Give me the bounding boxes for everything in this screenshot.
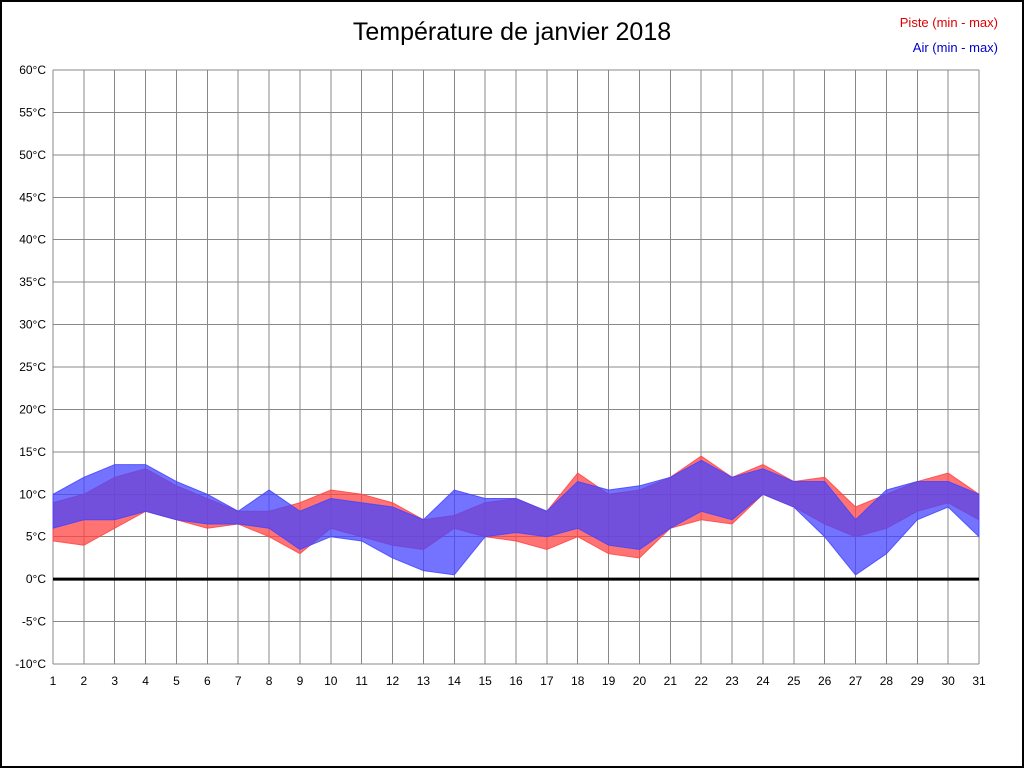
svg-text:29: 29 [911,674,925,688]
svg-text:50°C: 50°C [19,148,46,162]
x-axis-labels: 1 2 3 4 5 6 7 8 9 10 11 12 13 14 15 16 17 18 19 20 21 22 23 24 2… [50,674,986,688]
svg-text:28: 28 [880,674,894,688]
svg-text:16: 16 [509,674,523,688]
svg-text:26: 26 [818,674,832,688]
grid-lines [52,69,980,665]
svg-text:30: 30 [941,674,955,688]
svg-text:1: 1 [50,674,57,688]
svg-text:22: 22 [695,674,709,688]
svg-text:45°C: 45°C [19,190,46,204]
svg-text:27: 27 [849,674,863,688]
svg-text:20: 20 [633,674,647,688]
svg-text:5°C: 5°C [26,530,46,544]
svg-text:-5°C: -5°C [22,615,46,629]
svg-text:24: 24 [756,674,770,688]
svg-text:0°C: 0°C [26,572,46,586]
svg-text:31: 31 [972,674,986,688]
svg-text:8: 8 [266,674,273,688]
svg-text:60°C: 60°C [19,63,46,77]
svg-text:25: 25 [787,674,801,688]
svg-text:10°C: 10°C [19,487,46,501]
svg-text:15°C: 15°C [19,445,46,459]
y-axis-labels: 60°C 55°C 50°C 45°C 40°C 35°C 30°C 25°C 20°C 15°C… [15,63,46,671]
svg-text:9: 9 [297,674,304,688]
svg-text:25°C: 25°C [19,360,46,374]
svg-text:2: 2 [81,674,88,688]
svg-text:35°C: 35°C [19,275,46,289]
svg-text:17: 17 [540,674,554,688]
legend-item-air: Air (min - max) [912,40,998,55]
svg-text:20°C: 20°C [19,402,46,416]
chart-legend: Piste (min - max) Air (min - max) [900,10,998,60]
svg-text:5: 5 [173,674,180,688]
svg-text:19: 19 [602,674,616,688]
svg-text:18: 18 [571,674,585,688]
svg-text:10: 10 [324,674,338,688]
svg-text:23: 23 [725,674,739,688]
svg-text:13: 13 [417,674,431,688]
svg-text:14: 14 [448,674,462,688]
svg-text:21: 21 [664,674,678,688]
svg-text:6: 6 [204,674,211,688]
svg-text:7: 7 [235,674,242,688]
svg-text:30°C: 30°C [19,318,46,332]
svg-text:11: 11 [355,674,368,688]
svg-text:12: 12 [386,674,400,688]
svg-text:55°C: 55°C [19,105,46,119]
svg-text:-10°C: -10°C [15,657,46,671]
legend-item-piste: Piste (min - max) [899,15,998,30]
svg-text:40°C: 40°C [19,233,46,247]
svg-text:15: 15 [478,674,492,688]
chart-title: Température de janvier 2018 [352,18,672,46]
air-band [52,459,980,576]
svg-text:4: 4 [142,674,149,688]
svg-text:3: 3 [111,674,118,688]
